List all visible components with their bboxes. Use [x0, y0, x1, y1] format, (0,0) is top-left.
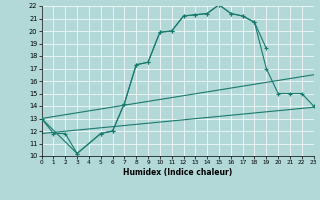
X-axis label: Humidex (Indice chaleur): Humidex (Indice chaleur) [123, 168, 232, 177]
